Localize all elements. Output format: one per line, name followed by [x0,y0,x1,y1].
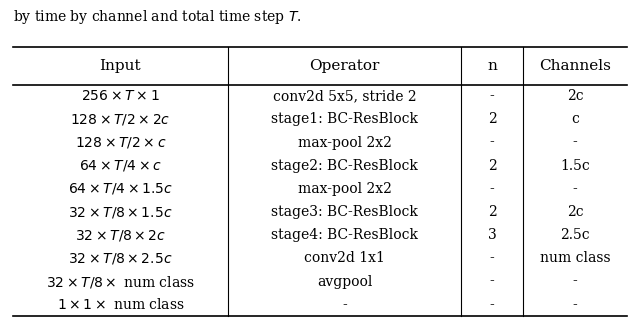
Text: stage4: BC-ResBlock: stage4: BC-ResBlock [271,228,418,242]
Text: $128 \times T/2 \times 2c$: $128 \times T/2 \times 2c$ [70,112,170,127]
Text: -: - [573,136,577,150]
Text: 2: 2 [488,205,497,219]
Text: 2c: 2c [566,89,583,103]
Text: c: c [571,112,579,126]
Text: $1 \times 1 \times$ num class: $1 \times 1 \times$ num class [56,297,184,312]
Text: -: - [490,274,495,289]
Text: stage1: BC-ResBlock: stage1: BC-ResBlock [271,112,418,126]
Text: Channels: Channels [539,59,611,73]
Text: conv2d 5x5, stride 2: conv2d 5x5, stride 2 [273,89,417,103]
Text: 3: 3 [488,228,497,242]
Text: $128 \times T/2 \times c$: $128 \times T/2 \times c$ [75,135,166,150]
Text: $32 \times T/8 \times 1.5c$: $32 \times T/8 \times 1.5c$ [68,204,173,220]
Text: $256 \times T \times 1$: $256 \times T \times 1$ [81,89,159,103]
Text: -: - [490,251,495,265]
Text: -: - [490,89,495,103]
Text: num class: num class [540,251,611,265]
Text: stage3: BC-ResBlock: stage3: BC-ResBlock [271,205,418,219]
Text: -: - [490,182,495,196]
Text: -: - [573,182,577,196]
Text: $64 \times T/4 \times c$: $64 \times T/4 \times c$ [79,158,162,173]
Text: 2.5c: 2.5c [560,228,590,242]
Text: -: - [573,274,577,289]
Text: conv2d 1x1: conv2d 1x1 [304,251,385,265]
Text: 1.5c: 1.5c [560,159,590,173]
Text: 2: 2 [488,112,497,126]
Text: -: - [490,136,495,150]
Text: $32 \times T/8 \times 2.5c$: $32 \times T/8 \times 2.5c$ [68,251,173,266]
Text: avgpool: avgpool [317,274,372,289]
Text: n: n [487,59,497,73]
Text: -: - [342,298,347,312]
Text: Input: Input [99,59,141,73]
Text: -: - [490,298,495,312]
Text: $32 \times T/8 \times 2c$: $32 \times T/8 \times 2c$ [75,228,166,243]
Text: Operator: Operator [309,59,380,73]
Text: 2: 2 [488,159,497,173]
Text: max-pool 2x2: max-pool 2x2 [298,182,392,196]
Text: max-pool 2x2: max-pool 2x2 [298,136,392,150]
Text: -: - [573,298,577,312]
Text: $64 \times T/4 \times 1.5c$: $64 \times T/4 \times 1.5c$ [68,181,173,197]
Text: by time by channel and total time step $T$.: by time by channel and total time step $… [13,8,301,26]
Text: $32 \times T/8 \times$ num class: $32 \times T/8 \times$ num class [46,274,195,289]
Text: 2c: 2c [566,205,583,219]
Text: stage2: BC-ResBlock: stage2: BC-ResBlock [271,159,418,173]
